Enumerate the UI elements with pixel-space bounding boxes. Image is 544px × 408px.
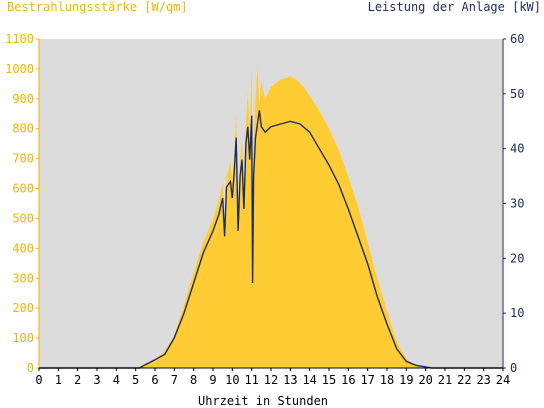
x-tick-label: 18 [380,373,394,387]
x-tick-label: 3 [93,373,100,387]
x-tick-label: 7 [171,373,178,387]
left-tick-label: 1000 [5,62,34,76]
x-tick-label: 10 [225,373,239,387]
x-tick-label: 21 [438,373,452,387]
left-tick-label: 0 [27,361,34,375]
right-tick-label: 40 [510,142,524,156]
x-tick-label: 4 [113,373,120,387]
left-tick-label: 400 [12,241,34,255]
right-tick-label: 50 [510,87,524,101]
left-tick-label: 900 [12,92,34,106]
x-tick-label: 17 [360,373,374,387]
x-tick-label: 23 [476,373,490,387]
left-tick-label: 800 [12,122,34,136]
x-tick-label: 22 [457,373,471,387]
x-tick-label: 15 [322,373,336,387]
left-tick-label: 200 [12,301,34,315]
left-tick-label: 100 [12,331,34,345]
left-tick-label: 600 [12,182,34,196]
right-tick-label: 20 [510,251,524,265]
x-tick-label: 5 [132,373,139,387]
left-tick-label: 500 [12,211,34,225]
x-tick-label: 19 [399,373,413,387]
power-line [39,110,503,369]
x-tick-label: 6 [151,373,158,387]
left-tick-label: 1100 [5,32,34,46]
right-axis-title: Leistung der Anlage [kW] [368,0,541,14]
x-tick-label: 8 [190,373,197,387]
x-tick-label: 20 [418,373,432,387]
x-tick-label: 13 [283,373,297,387]
axes-layer: 0100200300400500600700800900100011000102… [5,32,524,387]
x-tick-label: 24 [496,373,510,387]
x-tick-label: 16 [341,373,355,387]
x-tick-label: 0 [35,373,42,387]
x-tick-label: 1 [55,373,62,387]
x-tick-label: 12 [264,373,278,387]
right-tick-label: 0 [510,361,517,375]
irradiance-area [39,68,503,369]
left-axis-title: Bestrahlungsstärke [W/qm] [7,0,188,14]
left-tick-label: 700 [12,152,34,166]
x-tick-label: 9 [209,373,216,387]
right-tick-label: 10 [510,306,524,320]
right-tick-label: 60 [510,32,524,46]
series-layer [39,68,503,369]
x-tick-label: 11 [244,373,258,387]
x-tick-label: 14 [302,373,316,387]
left-tick-label: 300 [12,271,34,285]
x-axis-title: Uhrzeit in Stunden [198,394,328,408]
x-tick-label: 2 [74,373,81,387]
right-tick-label: 30 [510,197,524,211]
